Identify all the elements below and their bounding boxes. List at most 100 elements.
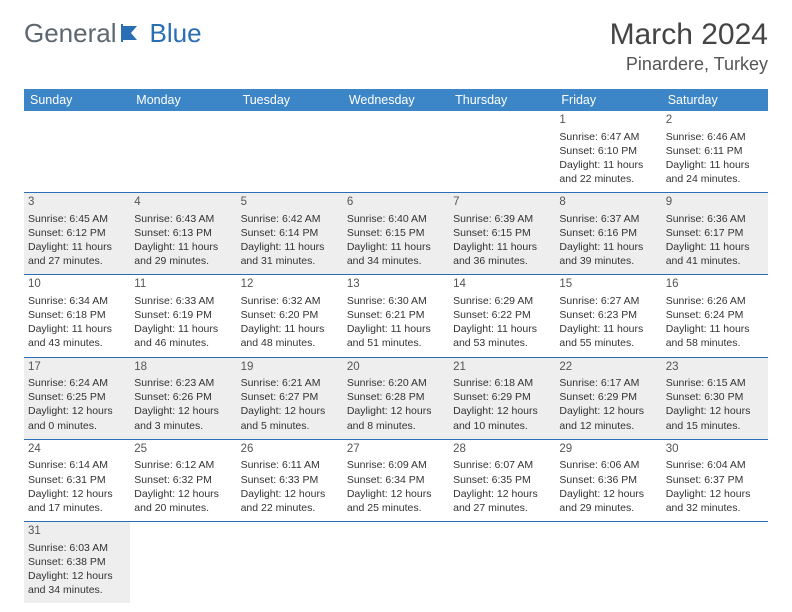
sunrise-text: Sunrise: 6:27 AM [559, 294, 657, 308]
sunrise-text: Sunrise: 6:20 AM [347, 376, 445, 390]
calendar-day-cell: 27Sunrise: 6:09 AMSunset: 6:34 PMDayligh… [343, 439, 449, 521]
sunset-text: Sunset: 6:26 PM [134, 390, 232, 404]
brand-part1: General [24, 18, 117, 49]
sunrise-text: Sunrise: 6:07 AM [453, 458, 551, 472]
daylight-text: and 12 minutes. [559, 419, 657, 433]
sunset-text: Sunset: 6:35 PM [453, 473, 551, 487]
sunrise-text: Sunrise: 6:18 AM [453, 376, 551, 390]
calendar-day-cell: 14Sunrise: 6:29 AMSunset: 6:22 PMDayligh… [449, 275, 555, 357]
daylight-text: Daylight: 11 hours [241, 240, 339, 254]
daylight-text: and 24 minutes. [666, 172, 764, 186]
calendar-day-cell: 23Sunrise: 6:15 AMSunset: 6:30 PMDayligh… [662, 357, 768, 439]
calendar-empty-cell [237, 111, 343, 193]
calendar-day-cell: 12Sunrise: 6:32 AMSunset: 6:20 PMDayligh… [237, 275, 343, 357]
calendar-day-cell: 9Sunrise: 6:36 AMSunset: 6:17 PMDaylight… [662, 193, 768, 275]
sunrise-text: Sunrise: 6:03 AM [28, 541, 126, 555]
calendar-day-cell: 16Sunrise: 6:26 AMSunset: 6:24 PMDayligh… [662, 275, 768, 357]
sunset-text: Sunset: 6:27 PM [241, 390, 339, 404]
sunrise-text: Sunrise: 6:32 AM [241, 294, 339, 308]
sunset-text: Sunset: 6:18 PM [28, 308, 126, 322]
daylight-text: Daylight: 11 hours [453, 322, 551, 336]
daylight-text: and 36 minutes. [453, 254, 551, 268]
day-number: 4 [134, 195, 232, 211]
calendar-empty-cell [237, 522, 343, 604]
day-number: 5 [241, 195, 339, 211]
day-number: 20 [347, 360, 445, 376]
calendar-day-cell: 31Sunrise: 6:03 AMSunset: 6:38 PMDayligh… [24, 522, 130, 604]
day-number: 15 [559, 277, 657, 293]
daylight-text: Daylight: 11 hours [666, 322, 764, 336]
calendar-week-row: 1Sunrise: 6:47 AMSunset: 6:10 PMDaylight… [24, 111, 768, 193]
day-number: 6 [347, 195, 445, 211]
calendar-day-cell: 29Sunrise: 6:06 AMSunset: 6:36 PMDayligh… [555, 439, 661, 521]
day-number: 31 [28, 524, 126, 540]
sunrise-text: Sunrise: 6:09 AM [347, 458, 445, 472]
day-number: 19 [241, 360, 339, 376]
sunset-text: Sunset: 6:29 PM [453, 390, 551, 404]
sunrise-text: Sunrise: 6:21 AM [241, 376, 339, 390]
sunrise-text: Sunrise: 6:04 AM [666, 458, 764, 472]
calendar-day-cell: 26Sunrise: 6:11 AMSunset: 6:33 PMDayligh… [237, 439, 343, 521]
sunset-text: Sunset: 6:30 PM [666, 390, 764, 404]
daylight-text: Daylight: 11 hours [134, 322, 232, 336]
daylight-text: and 53 minutes. [453, 336, 551, 350]
weekday-header: Friday [555, 89, 661, 111]
calendar-day-cell: 10Sunrise: 6:34 AMSunset: 6:18 PMDayligh… [24, 275, 130, 357]
calendar-empty-cell [449, 111, 555, 193]
day-number: 29 [559, 442, 657, 458]
weekday-header: Saturday [662, 89, 768, 111]
daylight-text: and 0 minutes. [28, 419, 126, 433]
daylight-text: Daylight: 12 hours [134, 487, 232, 501]
daylight-text: Daylight: 11 hours [28, 240, 126, 254]
sunset-text: Sunset: 6:13 PM [134, 226, 232, 240]
calendar-empty-cell [343, 522, 449, 604]
calendar-day-cell: 7Sunrise: 6:39 AMSunset: 6:15 PMDaylight… [449, 193, 555, 275]
daylight-text: Daylight: 11 hours [559, 158, 657, 172]
day-number: 22 [559, 360, 657, 376]
calendar-empty-cell [555, 522, 661, 604]
sunrise-text: Sunrise: 6:42 AM [241, 212, 339, 226]
calendar-day-cell: 5Sunrise: 6:42 AMSunset: 6:14 PMDaylight… [237, 193, 343, 275]
day-number: 25 [134, 442, 232, 458]
daylight-text: and 8 minutes. [347, 419, 445, 433]
sunset-text: Sunset: 6:29 PM [559, 390, 657, 404]
sunrise-text: Sunrise: 6:11 AM [241, 458, 339, 472]
sunrise-text: Sunrise: 6:46 AM [666, 130, 764, 144]
daylight-text: and 27 minutes. [28, 254, 126, 268]
calendar-empty-cell [343, 111, 449, 193]
sunrise-text: Sunrise: 6:40 AM [347, 212, 445, 226]
daylight-text: Daylight: 11 hours [453, 240, 551, 254]
sunrise-text: Sunrise: 6:15 AM [666, 376, 764, 390]
daylight-text: Daylight: 12 hours [28, 487, 126, 501]
daylight-text: Daylight: 12 hours [241, 404, 339, 418]
calendar-day-cell: 13Sunrise: 6:30 AMSunset: 6:21 PMDayligh… [343, 275, 449, 357]
calendar-day-cell: 4Sunrise: 6:43 AMSunset: 6:13 PMDaylight… [130, 193, 236, 275]
daylight-text: Daylight: 11 hours [347, 322, 445, 336]
calendar-day-cell: 21Sunrise: 6:18 AMSunset: 6:29 PMDayligh… [449, 357, 555, 439]
daylight-text: Daylight: 12 hours [453, 487, 551, 501]
calendar-empty-cell [130, 522, 236, 604]
calendar-day-cell: 18Sunrise: 6:23 AMSunset: 6:26 PMDayligh… [130, 357, 236, 439]
day-number: 10 [28, 277, 126, 293]
sunset-text: Sunset: 6:38 PM [28, 555, 126, 569]
day-number: 27 [347, 442, 445, 458]
sunset-text: Sunset: 6:19 PM [134, 308, 232, 322]
sunset-text: Sunset: 6:31 PM [28, 473, 126, 487]
daylight-text: Daylight: 12 hours [666, 404, 764, 418]
sunrise-text: Sunrise: 6:12 AM [134, 458, 232, 472]
calendar-table: SundayMondayTuesdayWednesdayThursdayFrid… [24, 89, 768, 603]
daylight-text: and 32 minutes. [666, 501, 764, 515]
weekday-header: Tuesday [237, 89, 343, 111]
sunset-text: Sunset: 6:25 PM [28, 390, 126, 404]
sunrise-text: Sunrise: 6:37 AM [559, 212, 657, 226]
sunset-text: Sunset: 6:12 PM [28, 226, 126, 240]
sunset-text: Sunset: 6:22 PM [453, 308, 551, 322]
day-number: 3 [28, 195, 126, 211]
daylight-text: and 15 minutes. [666, 419, 764, 433]
daylight-text: and 39 minutes. [559, 254, 657, 268]
calendar-week-row: 17Sunrise: 6:24 AMSunset: 6:25 PMDayligh… [24, 357, 768, 439]
day-number: 16 [666, 277, 764, 293]
daylight-text: and 25 minutes. [347, 501, 445, 515]
weekday-header: Thursday [449, 89, 555, 111]
sunset-text: Sunset: 6:20 PM [241, 308, 339, 322]
